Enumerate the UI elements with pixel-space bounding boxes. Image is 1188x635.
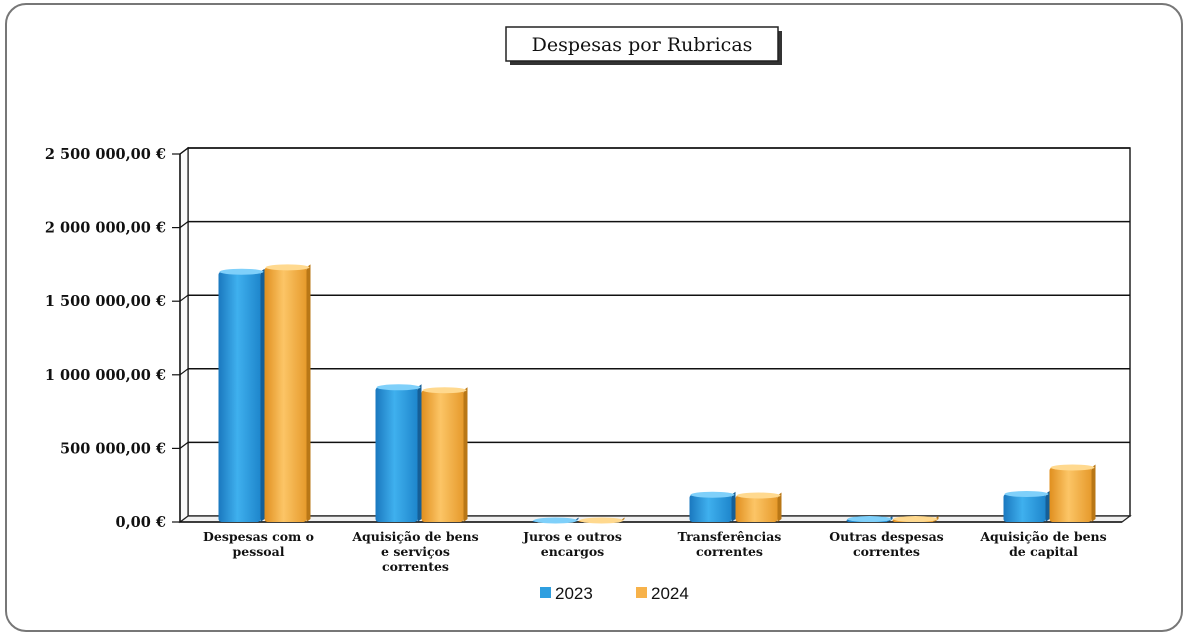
- chart-title-box: Despesas por Rubricas: [506, 27, 782, 65]
- bar-front: [690, 495, 732, 522]
- y-tick-label: 1 500 000,00 €: [45, 293, 166, 310]
- bar-top: [423, 387, 467, 393]
- bar-top: [580, 518, 624, 524]
- bar-side: [1092, 465, 1096, 522]
- x-tick-label-line: encargos: [541, 544, 604, 559]
- bar-top: [737, 493, 781, 499]
- bar-top: [1051, 465, 1095, 471]
- bar-2024-0: [265, 264, 311, 522]
- bar-side: [1046, 491, 1050, 522]
- bar-2023-5: [1004, 491, 1050, 522]
- bar-front: [736, 496, 778, 522]
- bar-top: [691, 492, 735, 498]
- bar-2023-3: [690, 492, 736, 522]
- bar-top: [220, 269, 264, 275]
- bar-front: [422, 390, 464, 522]
- bar-2023-1: [376, 384, 422, 522]
- y-tick-label: 500 000,00 €: [60, 440, 166, 457]
- x-tick-label-line: correntes: [382, 559, 449, 574]
- x-tick-label-line: de capital: [1009, 544, 1078, 559]
- x-tick-label-line: e serviços: [381, 544, 450, 559]
- legend-label-2024: 2024: [651, 584, 689, 603]
- bar-top: [1005, 491, 1049, 497]
- x-tick-label-line: Outras despesas: [829, 529, 943, 544]
- bar-2023-0: [219, 269, 265, 522]
- x-tick-label-line: Aquisição de bens: [979, 529, 1106, 544]
- x-tick-label-line: pessoal: [233, 544, 285, 559]
- x-tick-label-line: correntes: [853, 544, 920, 559]
- plot-floor: [180, 516, 1130, 522]
- bar-front: [1004, 494, 1046, 522]
- bar-side: [307, 264, 311, 522]
- plot-side-wall: [180, 148, 188, 522]
- legend-swatch-2024: [636, 587, 647, 598]
- bar-front: [265, 267, 307, 522]
- chart-title: Despesas por Rubricas: [532, 34, 753, 56]
- x-tick-label-line: Transferências: [678, 529, 782, 544]
- legend-swatch-2023: [540, 587, 551, 598]
- y-tick-label: 0,00 €: [116, 514, 166, 531]
- bar-top: [377, 384, 421, 390]
- x-tick-label-line: Juros e outros: [522, 529, 622, 544]
- bar-front: [219, 272, 261, 522]
- bar-top: [534, 518, 578, 524]
- bar-top: [266, 264, 310, 270]
- bar-side: [732, 492, 736, 522]
- bar-front: [1050, 468, 1092, 522]
- y-tick-label: 1 000 000,00 €: [45, 367, 166, 384]
- plot-background: [188, 148, 1130, 516]
- bar-side: [464, 387, 468, 522]
- bar-2024-3: [736, 493, 782, 522]
- bar-top: [848, 516, 892, 522]
- bar-side: [418, 384, 422, 522]
- x-tick-label-line: Despesas com o: [203, 529, 314, 544]
- x-tick-label-line: correntes: [696, 544, 763, 559]
- x-tick-label-line: Aquisição de bens: [351, 529, 478, 544]
- bar-front: [376, 387, 418, 522]
- bar-2024-5: [1050, 465, 1096, 522]
- y-tick-label: 2 500 000,00 €: [45, 146, 166, 163]
- bar-2024-1: [422, 387, 468, 522]
- bar-side: [261, 269, 265, 522]
- legend-label-2023: 2023: [555, 584, 593, 603]
- y-tick-label: 2 000 000,00 €: [45, 220, 166, 237]
- bar-side: [778, 493, 782, 522]
- bar-top: [894, 516, 938, 522]
- plot-area: [180, 148, 1130, 522]
